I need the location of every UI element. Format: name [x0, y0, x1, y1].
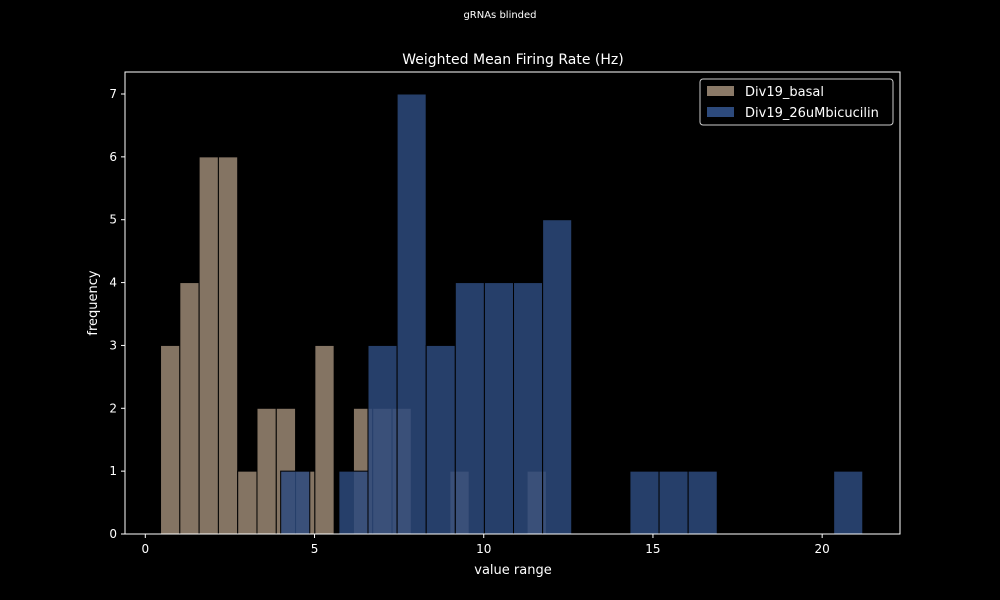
bar-basal-3	[217, 156, 239, 535]
x-tick-label-4: 20	[815, 542, 830, 556]
y-tick-label-1: 1	[109, 464, 117, 478]
legend-swatch-bicucilin	[707, 107, 734, 117]
x-tick-label-3: 15	[645, 542, 660, 556]
x-tick-label-2: 10	[476, 542, 491, 556]
y-tick-label-0: 0	[109, 527, 117, 541]
bar-basal-0	[160, 344, 181, 535]
bar-basal-8	[314, 344, 335, 535]
bar-bicucilin-1	[338, 470, 369, 535]
legend-box	[699, 78, 894, 126]
bar-bicucilin-6	[483, 282, 515, 535]
bar-bicucilin-2	[367, 344, 398, 535]
bar-bicucilin-10	[658, 470, 689, 535]
bar-bicucilin-0	[280, 470, 311, 535]
y-tick-label-5: 5	[109, 213, 117, 227]
x-tick-label-0: 0	[141, 542, 149, 556]
y-tick-label-4: 4	[109, 276, 117, 290]
plot-frame	[124, 71, 901, 535]
legend-swatch-basal	[707, 86, 734, 96]
bar-bicucilin-8	[542, 219, 573, 535]
y-axis-ticks: 0 1 2 3 4 5 6 7	[109, 87, 125, 541]
y-tick-label-3: 3	[109, 338, 117, 352]
y-tick-label-6: 6	[109, 150, 117, 164]
bar-basal-2	[198, 156, 219, 535]
y-tick-label-7: 7	[109, 87, 117, 101]
y-axis-label: frequency	[86, 270, 101, 336]
bar-bicucilin-11	[687, 470, 718, 535]
bar-bicucilin-12	[833, 470, 864, 535]
y-tick-label-2: 2	[109, 401, 117, 415]
x-axis-label: value range	[474, 563, 551, 578]
bar-basal-1	[179, 282, 200, 535]
bar-basal-5	[256, 407, 277, 535]
x-tick-label-1: 5	[311, 542, 319, 556]
bar-bicucilin-3	[396, 93, 427, 535]
chart-title: Weighted Mean Firing Rate (Hz)	[402, 52, 623, 68]
bar-bicucilin-5	[454, 282, 485, 535]
legend: Div19_basal Div19_26uMbicucilin	[699, 78, 894, 126]
bar-bicucilin-7	[513, 282, 544, 535]
figure-suptitle: gRNAs blinded	[463, 10, 537, 21]
legend-label-bicucilin: Div19_26uMbicucilin	[745, 106, 879, 121]
legend-label-basal: Div19_basal	[745, 85, 824, 100]
series-bicucilin-bars	[280, 93, 864, 535]
x-axis-ticks: 0 5 10 15 20	[141, 534, 830, 556]
bar-basal-4	[237, 470, 258, 535]
bar-bicucilin-4	[425, 344, 456, 535]
bar-bicucilin-9	[629, 470, 660, 535]
